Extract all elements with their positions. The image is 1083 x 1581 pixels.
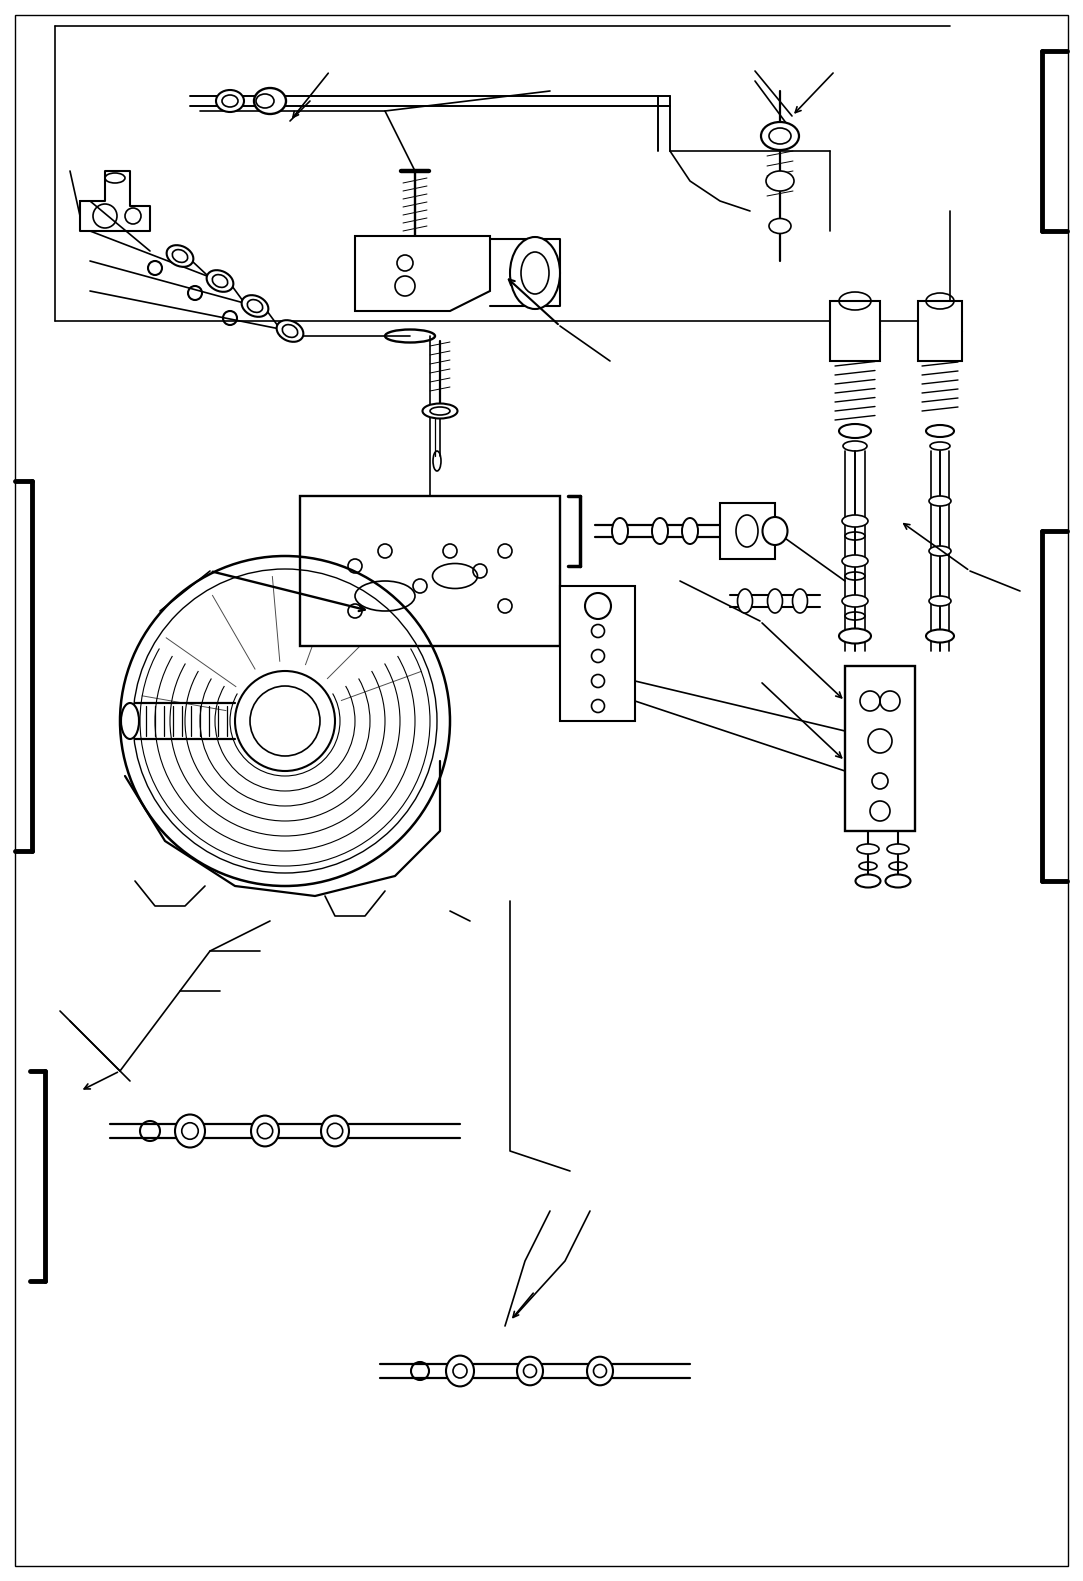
Ellipse shape (769, 218, 791, 234)
Circle shape (235, 670, 335, 772)
Ellipse shape (839, 424, 871, 438)
Ellipse shape (761, 122, 799, 150)
Ellipse shape (276, 321, 303, 341)
Ellipse shape (682, 519, 699, 544)
Ellipse shape (121, 704, 139, 738)
Ellipse shape (251, 1116, 279, 1146)
Ellipse shape (926, 425, 954, 436)
Ellipse shape (768, 590, 783, 613)
Ellipse shape (766, 171, 794, 191)
Ellipse shape (857, 844, 879, 854)
Ellipse shape (841, 555, 867, 568)
Ellipse shape (926, 629, 954, 642)
Ellipse shape (841, 515, 867, 526)
Ellipse shape (738, 590, 753, 613)
Bar (300, 496, 560, 647)
Bar (918, 300, 962, 360)
Ellipse shape (175, 1115, 205, 1148)
Polygon shape (355, 236, 490, 311)
Bar (830, 300, 880, 360)
Ellipse shape (242, 296, 269, 316)
Ellipse shape (856, 874, 880, 887)
Bar (720, 503, 775, 560)
Ellipse shape (929, 545, 951, 557)
Ellipse shape (841, 594, 867, 607)
Ellipse shape (216, 90, 244, 112)
Ellipse shape (587, 1356, 613, 1385)
Ellipse shape (929, 496, 951, 506)
Ellipse shape (929, 596, 951, 606)
Ellipse shape (321, 1116, 349, 1146)
Ellipse shape (510, 237, 560, 308)
Ellipse shape (517, 1356, 543, 1385)
Ellipse shape (793, 590, 808, 613)
Ellipse shape (886, 874, 911, 887)
Ellipse shape (652, 519, 668, 544)
Ellipse shape (255, 89, 286, 114)
Ellipse shape (422, 403, 457, 419)
Ellipse shape (446, 1355, 474, 1387)
Bar (560, 587, 635, 721)
Ellipse shape (887, 844, 909, 854)
Ellipse shape (167, 245, 194, 267)
Bar (845, 666, 915, 832)
Ellipse shape (762, 517, 787, 545)
Ellipse shape (839, 629, 871, 643)
Ellipse shape (612, 519, 628, 544)
Ellipse shape (207, 270, 233, 292)
